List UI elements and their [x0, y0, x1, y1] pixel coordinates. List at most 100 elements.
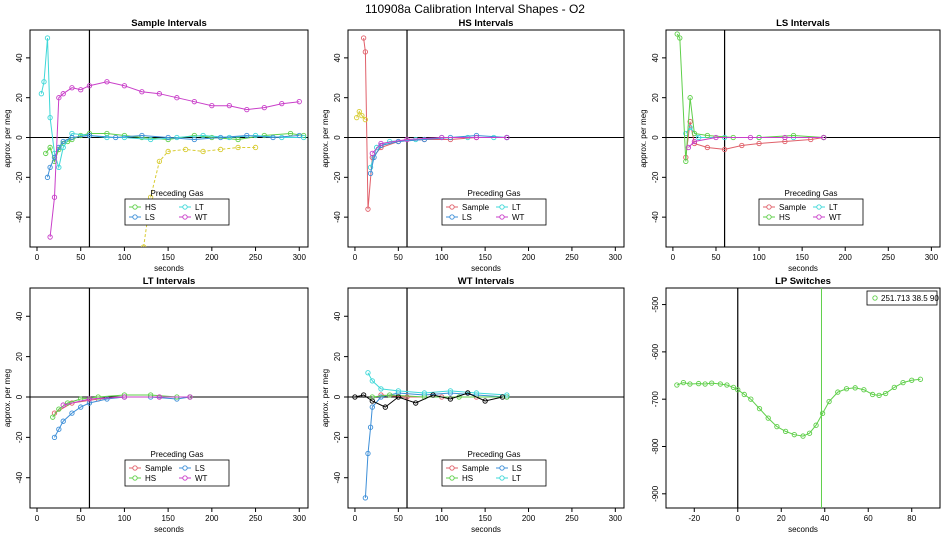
- data-point: [244, 106, 250, 113]
- legend-marker: [182, 465, 188, 471]
- data-point: [782, 428, 789, 435]
- legend-label: HS: [145, 474, 156, 483]
- legend: Preceding Gas HS LT LS WT: [124, 189, 230, 226]
- data-point: [113, 134, 119, 141]
- y-tick-label: -20: [333, 171, 342, 183]
- y-tick-label: 0: [333, 135, 342, 140]
- series-251-713-38-5-90: [674, 376, 924, 439]
- data-point: [404, 136, 410, 143]
- x-tick-label: 50: [394, 253, 403, 262]
- x-tick-label: 300: [609, 253, 623, 262]
- data-point: [279, 101, 285, 107]
- x-tick-label: 250: [249, 514, 263, 523]
- data-point: [209, 103, 215, 109]
- data-point: [86, 83, 93, 89]
- data-point: [121, 83, 128, 89]
- legend-box: [124, 198, 230, 226]
- legend-marker: [132, 204, 138, 210]
- data-point: [382, 404, 388, 410]
- legend-label: LS: [195, 464, 205, 473]
- data-point: [852, 385, 858, 391]
- data-point: [813, 422, 819, 428]
- data-point: [365, 450, 371, 457]
- data-point: [717, 381, 724, 387]
- data-point: [821, 134, 827, 141]
- data-point: [395, 388, 401, 394]
- x-tick-label: 150: [478, 253, 492, 262]
- data-point: [156, 91, 163, 97]
- series-line: [372, 394, 507, 398]
- data-point: [735, 387, 741, 393]
- data-point: [756, 405, 763, 412]
- y-tick-label: 0: [15, 394, 24, 399]
- y-tick-label: -40: [651, 211, 660, 223]
- data-point: [187, 394, 193, 400]
- data-point: [300, 134, 307, 141]
- data-point: [226, 103, 232, 109]
- x-tick-label: 200: [522, 514, 536, 523]
- data-point: [696, 134, 702, 141]
- y-tick-label: 20: [333, 93, 342, 102]
- legend: Preceding Gas Sample LT HS WT: [758, 189, 864, 226]
- x-tick-label: 150: [161, 514, 175, 523]
- data-point: [354, 114, 360, 121]
- data-point: [217, 146, 224, 153]
- y-axis-label: approx. per meg: [321, 109, 330, 167]
- series-line: [40, 37, 304, 170]
- data-point: [687, 95, 693, 101]
- x-tick-label: 60: [864, 514, 873, 523]
- data-point: [387, 392, 393, 398]
- data-point: [504, 392, 510, 398]
- legend-label: WT: [195, 474, 208, 483]
- data-point: [365, 370, 371, 376]
- legend: 251.713 38.5 90: [866, 290, 939, 306]
- x-tick-label: 150: [795, 253, 809, 262]
- legend-marker: [499, 465, 505, 471]
- data-point: [38, 91, 45, 97]
- figure-title: 110908a Calibration Interval Shapes - O2: [365, 2, 585, 16]
- legend: Preceding Gas Sample LS HS WT: [124, 450, 230, 487]
- series-wt: [60, 394, 193, 408]
- data-point: [86, 132, 93, 139]
- data-point: [47, 114, 53, 121]
- y-tick-label: 20: [651, 93, 660, 102]
- data-point: [121, 394, 128, 400]
- x-axis-label: seconds: [788, 525, 818, 534]
- legend-label: WT: [829, 213, 842, 222]
- plot-frame: [29, 287, 309, 509]
- x-axis-label: seconds: [471, 264, 501, 273]
- data-point: [900, 379, 906, 386]
- x-tick-label: 100: [435, 253, 449, 262]
- series-ls: [44, 132, 302, 180]
- data-point: [369, 404, 375, 410]
- plot-frame: [29, 29, 309, 248]
- data-point: [876, 392, 882, 399]
- x-tick-label: 150: [478, 514, 492, 523]
- panel-title: LT Intervals: [143, 276, 196, 287]
- y-tick-label: 40: [333, 53, 342, 62]
- data-point: [747, 134, 754, 141]
- data-point: [378, 140, 384, 147]
- y-tick-label: -20: [333, 431, 342, 443]
- data-point: [677, 35, 683, 41]
- data-point: [261, 104, 267, 111]
- data-point: [482, 398, 488, 404]
- y-axis-label: approx. per meg: [321, 369, 330, 427]
- data-point: [704, 132, 711, 139]
- x-tick-label: 0: [671, 253, 676, 262]
- legend-title: Preceding Gas: [785, 189, 838, 198]
- x-tick-label: 250: [565, 514, 579, 523]
- data-point: [687, 118, 693, 125]
- legend-label: WT: [512, 213, 525, 222]
- data-point: [147, 136, 154, 143]
- data-point: [191, 136, 198, 143]
- legend: Preceding Gas Sample LT LS WT: [441, 189, 547, 226]
- x-tick-label: 100: [435, 514, 449, 523]
- data-point: [174, 95, 180, 101]
- legend-label: Sample: [145, 464, 173, 473]
- data-point: [56, 164, 62, 171]
- legend-box: [866, 290, 938, 306]
- x-axis-label: seconds: [471, 525, 501, 534]
- data-point: [60, 418, 66, 424]
- data-point: [917, 376, 924, 382]
